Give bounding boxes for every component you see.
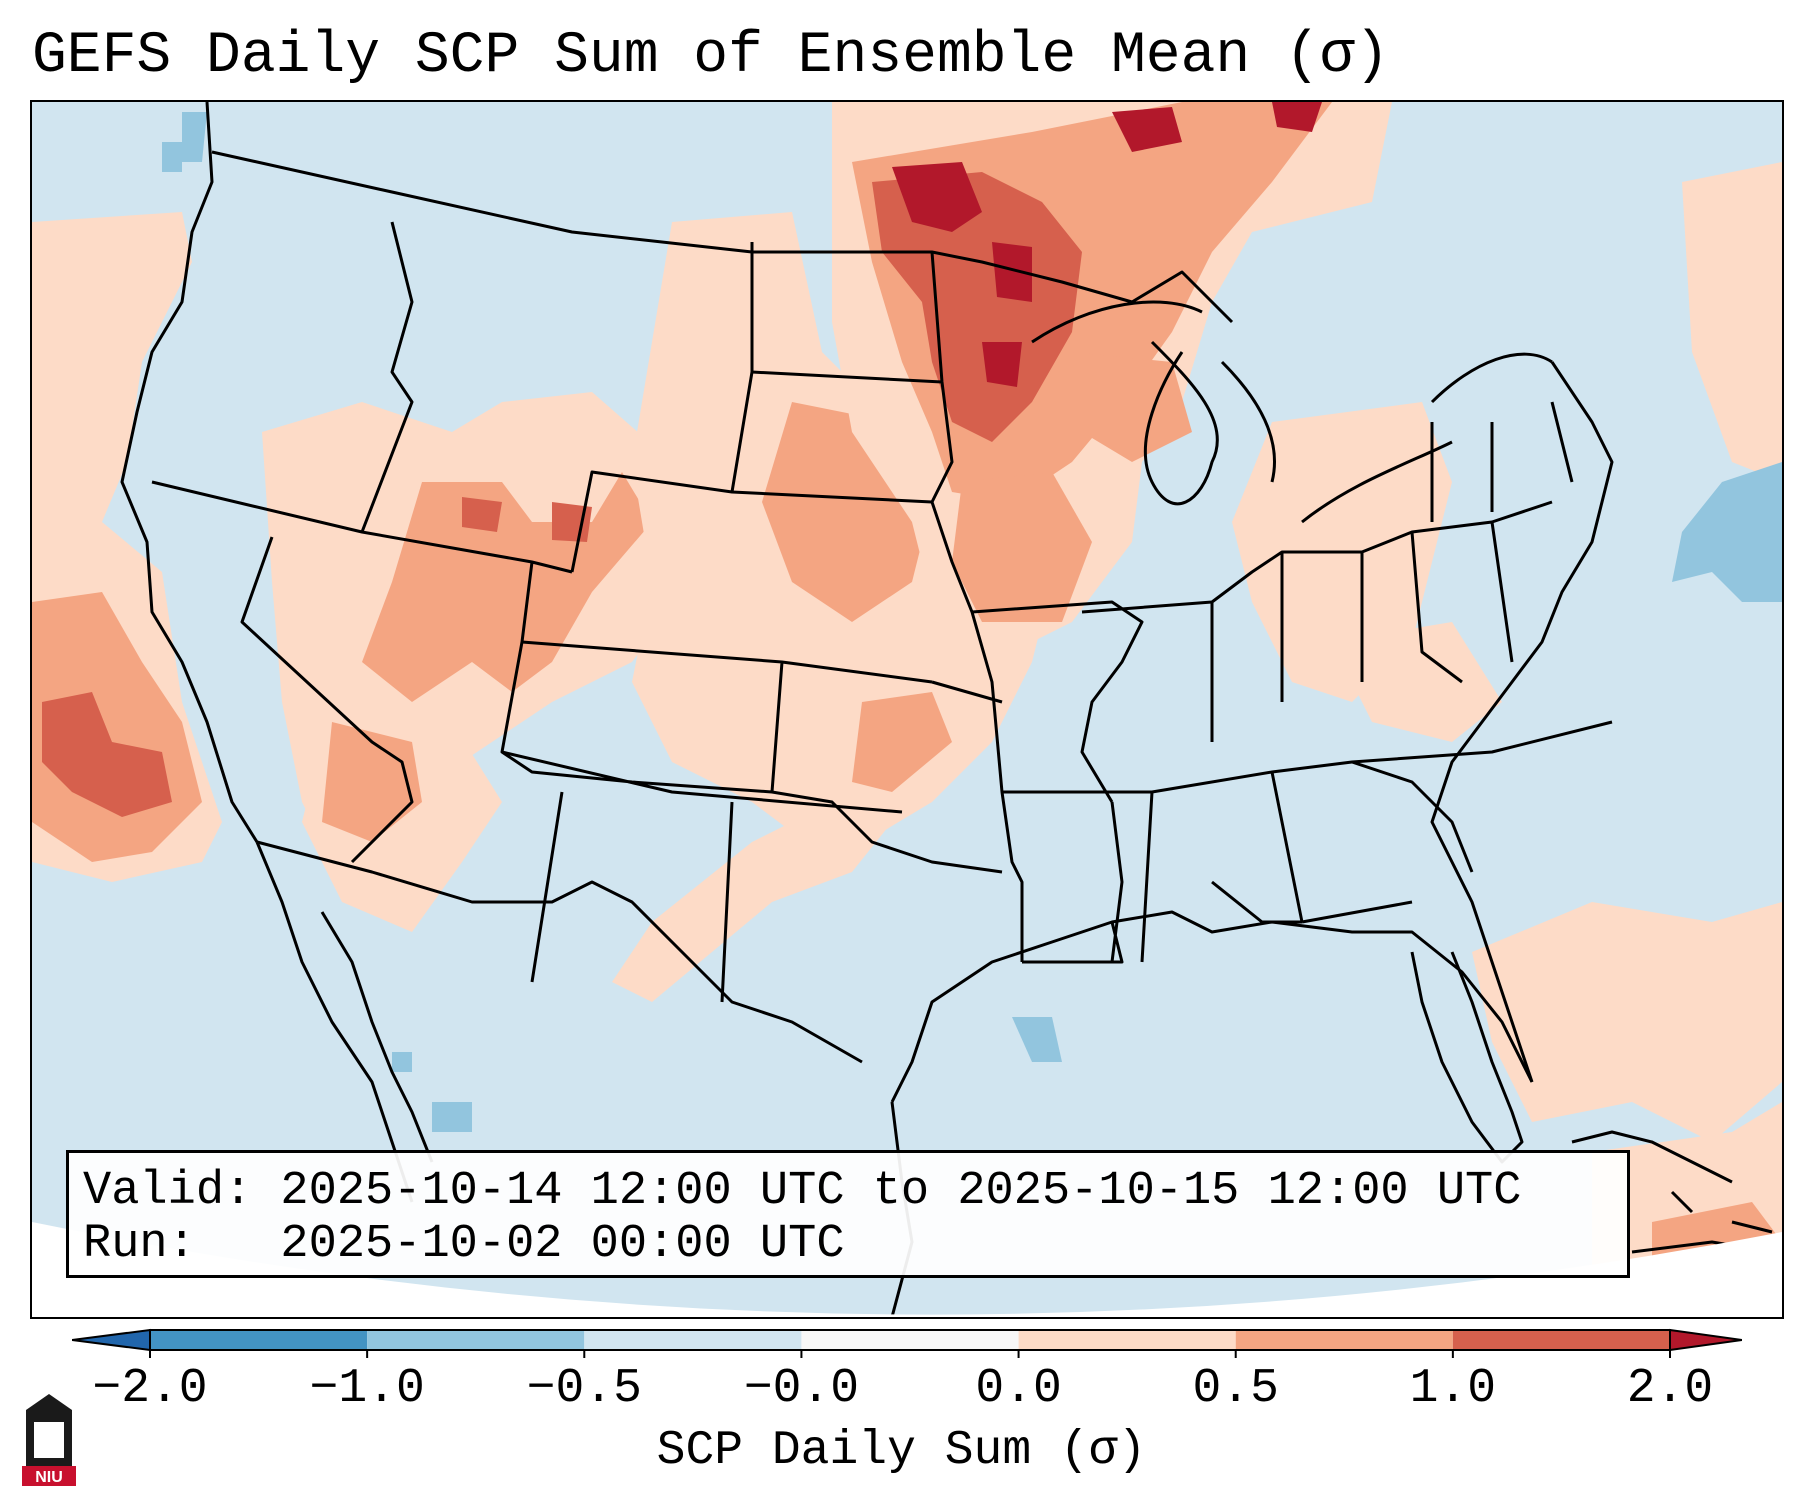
anomaly-patch-az-core <box>322 722 422 842</box>
colorbar-bin <box>1018 1330 1236 1350</box>
us-canada-border <box>211 150 1234 324</box>
logo-roof <box>26 1394 72 1410</box>
anomaly-patch-minnesota-core <box>872 172 1082 442</box>
colorbar-tick-label: 1.0 <box>1409 1362 1497 1416</box>
anomaly-patch-pacific-peak <box>42 692 172 817</box>
colorbar-bin <box>801 1330 1019 1350</box>
state-borders-central <box>750 251 1613 964</box>
anomaly-patch-nw-negative <box>162 112 207 172</box>
caribbean-islands <box>1571 1130 1773 1254</box>
colorbar-svg <box>71 1328 1743 1358</box>
projection-edge <box>32 1222 1782 1317</box>
colorbar-tick-label: 2.0 <box>1626 1362 1714 1416</box>
us-west-coast <box>120 102 259 843</box>
anomaly-patch-gulf-negative <box>1012 1017 1062 1062</box>
run-time-text: Run: 2025-10-02 00:00 UTC <box>83 1218 845 1271</box>
valid-time-box: Valid: 2025-10-14 12:00 UTC to 2025-10-1… <box>66 1150 1630 1278</box>
colorbar-tick-label: −0.0 <box>743 1362 860 1416</box>
map-panel <box>30 100 1784 1319</box>
anomaly-patch-carolinas <box>1332 622 1502 742</box>
us-east-coast <box>1430 361 1614 1083</box>
anomaly-patch-mexico-negative <box>392 1052 472 1132</box>
colorbar <box>71 1320 1743 1365</box>
colorbar-bin <box>584 1330 802 1350</box>
gulf-coast <box>890 910 1534 1103</box>
logo-window <box>34 1422 64 1458</box>
state-borders-west <box>151 221 933 1003</box>
valid-time-text: Valid: 2025-10-14 12:00 UTC to 2025-10-1… <box>83 1165 1522 1218</box>
colorbar-frame <box>149 1329 1671 1351</box>
boundaries <box>120 102 1773 1317</box>
anomaly-field <box>32 102 1782 1317</box>
us-mexico-border <box>256 840 863 1064</box>
anomaly-patch-atlantic-se <box>1472 902 1782 1142</box>
niu-logo: NIU <box>22 1394 76 1486</box>
chart-title: GEFS Daily SCP Sum of Ensemble Mean (σ) <box>32 24 1390 89</box>
anomaly-patch-atlantic-negative <box>1672 462 1782 602</box>
colorbar-tick-label: −2.0 <box>92 1362 208 1416</box>
colorbar-tick-label: 0.5 <box>1192 1362 1279 1416</box>
logo-banner <box>22 1466 76 1486</box>
colorbar-tick-label: 0.0 <box>975 1362 1062 1416</box>
colorbar-bin <box>1235 1330 1453 1350</box>
colorbar-bin <box>1452 1330 1670 1350</box>
colorbar-tick-label: −0.5 <box>526 1362 642 1416</box>
anomaly-patch-iowa <box>952 472 1092 622</box>
anomaly-patch-wisconsin <box>1072 352 1192 462</box>
state-borders-east <box>1081 401 1574 963</box>
logo-text: NIU <box>35 1469 63 1486</box>
colorbar-under-arrow <box>71 1328 151 1352</box>
anomaly-patch-atlantic-ne <box>1682 162 1782 482</box>
great-lakes <box>1031 300 1553 524</box>
anomaly-patch-ok <box>852 692 952 792</box>
map-canvas <box>32 102 1782 1317</box>
colorbar-label: SCP Daily Sum (σ) <box>656 1424 1147 1478</box>
colorbar-bin <box>367 1330 585 1350</box>
colorbar-bin <box>150 1330 368 1350</box>
colorbar-over-arrow <box>1669 1328 1743 1352</box>
colorbar-tick-label: −1.0 <box>309 1362 425 1416</box>
